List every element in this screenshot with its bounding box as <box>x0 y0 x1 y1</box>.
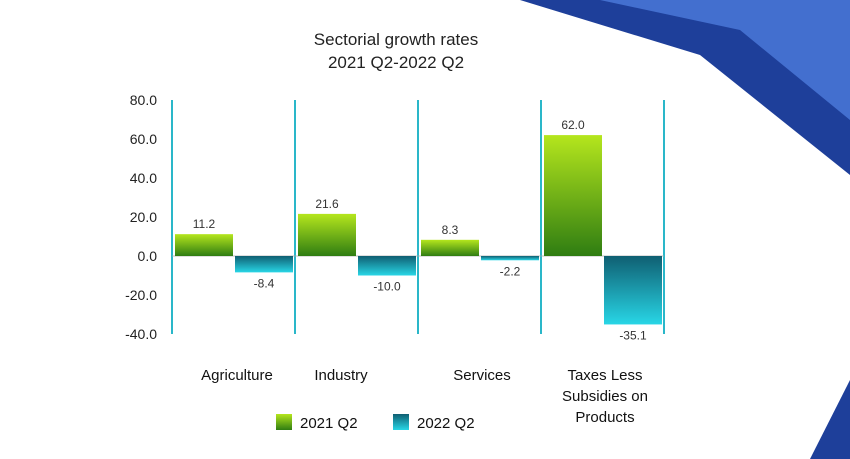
corner-decoration-bottom <box>810 380 850 459</box>
legend-label-2022-q2: 2022 Q2 <box>417 415 475 432</box>
category-label: Products <box>575 409 634 426</box>
corner-decoration-light <box>600 0 850 120</box>
y-tick-label: -40.0 <box>125 326 157 342</box>
y-tick-label: 80.0 <box>130 92 157 108</box>
bar-2021-q2 <box>298 213 356 256</box>
bar-2021-q2 <box>175 234 233 256</box>
data-label: 11.2 <box>193 217 216 231</box>
y-tick-label: 20.0 <box>130 209 157 225</box>
y-tick-label: 0.0 <box>138 248 158 264</box>
legend-swatch-2022-q2 <box>393 414 409 430</box>
data-label: -2.2 <box>500 264 521 278</box>
data-label: -8.4 <box>254 276 275 290</box>
chart-title-line-2: 2021 Q2-2022 Q2 <box>328 53 464 72</box>
bar-2022-q2 <box>235 256 293 273</box>
category-label: Agriculture <box>201 367 273 384</box>
y-tick-label: -20.0 <box>125 287 157 303</box>
data-label: 62.0 <box>561 118 585 132</box>
data-label: 8.3 <box>442 223 459 237</box>
bar-2022-q2 <box>604 256 662 325</box>
legend-label-2021-q2: 2021 Q2 <box>300 415 358 432</box>
bar-2022-q2 <box>481 256 539 261</box>
y-axis-ticks: 80.0 60.0 40.0 20.0 0.0 -20.0 -40.0 <box>125 92 157 342</box>
chart-title-line-1: Sectorial growth rates <box>314 30 478 49</box>
data-label: -35.1 <box>619 328 647 342</box>
bar-2022-q2 <box>358 256 416 276</box>
data-label: 21.6 <box>315 197 339 211</box>
legend-swatch-2021-q2 <box>276 414 292 430</box>
data-labels: 11.2 21.6 8.3 62.0 -8.4 -10.0 -2.2 -35.1 <box>193 118 647 342</box>
category-labels: Agriculture Industry Services Taxes Less Sub… <box>201 367 648 426</box>
bar-2021-q2 <box>544 135 602 256</box>
y-tick-label: 40.0 <box>130 170 157 186</box>
category-separators <box>171 100 665 334</box>
y-tick-label: 60.0 <box>130 131 157 147</box>
category-label: Subsidies on <box>562 388 648 405</box>
bars <box>175 135 662 325</box>
category-label: Taxes Less <box>567 367 642 384</box>
legend: 2021 Q2 2022 Q2 <box>276 414 475 432</box>
bar-2021-q2 <box>421 239 479 256</box>
category-label: Industry <box>314 367 368 384</box>
category-label: Services <box>453 367 511 384</box>
data-label: -10.0 <box>373 280 401 294</box>
